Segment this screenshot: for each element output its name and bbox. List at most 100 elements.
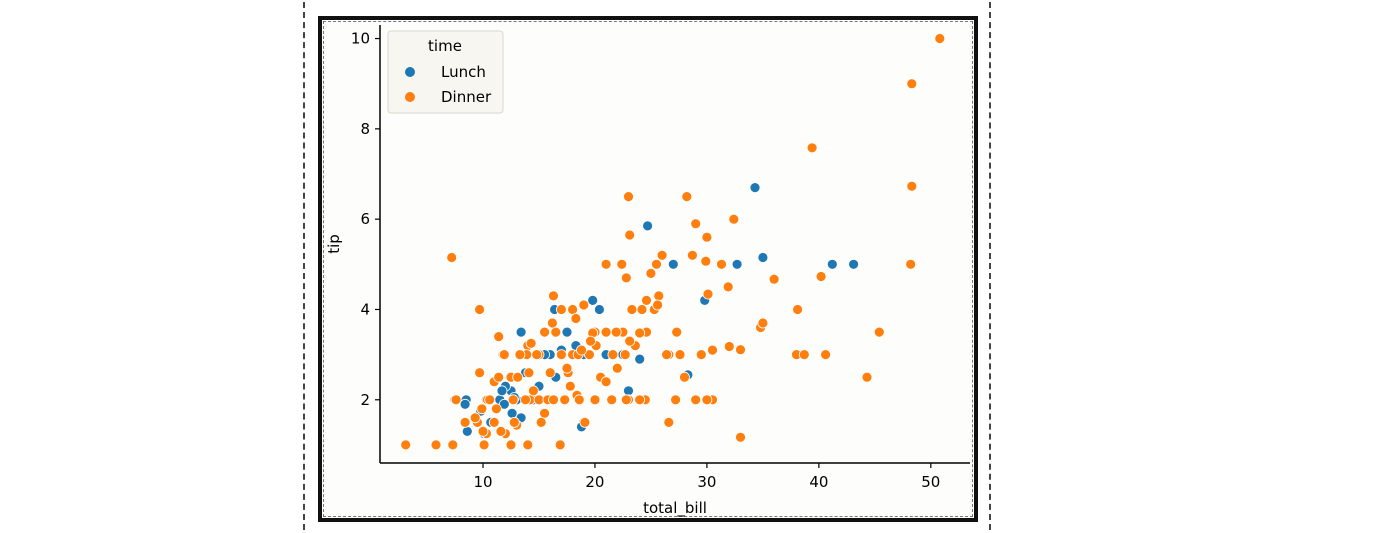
- point-dinner: [700, 255, 712, 267]
- point-dinner: [820, 349, 831, 361]
- point-dinner: [528, 385, 539, 397]
- point-dinner: [469, 412, 481, 424]
- legend-label-lunch: Lunch: [441, 63, 486, 81]
- point-dinner: [600, 376, 612, 388]
- axes: [379, 25, 970, 464]
- point-dinner: [525, 337, 537, 349]
- point-dinner: [906, 180, 918, 192]
- point-dinner: [611, 362, 623, 374]
- point-dinner: [570, 313, 582, 324]
- point-dinner: [600, 258, 612, 270]
- point-dinner: [663, 416, 675, 428]
- point-dinner: [400, 439, 412, 451]
- point-dinner: [600, 326, 612, 338]
- points-layer: [400, 33, 946, 451]
- point-dinner: [512, 371, 524, 383]
- point-lunch: [506, 407, 518, 419]
- point-dinner: [498, 349, 510, 361]
- point-dinner: [548, 290, 559, 302]
- point-dinner: [701, 231, 713, 243]
- point-dinner: [861, 371, 873, 383]
- point-dinner: [477, 425, 489, 437]
- point-dinner: [606, 394, 618, 406]
- point-dinner: [610, 326, 622, 338]
- point-lunch: [634, 353, 646, 365]
- point-lunch: [459, 398, 471, 410]
- point-dinner: [695, 349, 707, 361]
- y-ticks: 2 4 6 8 10: [351, 30, 380, 409]
- point-dinner: [873, 326, 885, 338]
- point-dinner: [798, 349, 810, 361]
- point-dinner: [616, 258, 628, 270]
- legend-label-dinner: Dinner: [441, 88, 492, 106]
- point-dinner: [661, 349, 672, 361]
- point-dinner: [493, 331, 505, 343]
- point-dinner: [634, 394, 646, 406]
- point-dinner: [495, 425, 507, 437]
- point-dinner: [624, 229, 636, 241]
- point-dinner: [484, 394, 496, 406]
- point-lunch: [757, 252, 769, 263]
- point-dinner: [556, 304, 567, 315]
- point-dinner: [561, 362, 573, 374]
- legend: time Lunch Dinner: [387, 30, 504, 114]
- point-dinner: [589, 394, 601, 406]
- outer-page-frame: [303, 2, 991, 530]
- point-dinner: [620, 394, 632, 406]
- point-dinner: [459, 416, 471, 428]
- point-dinner: [768, 273, 780, 285]
- point-dinner: [716, 258, 727, 270]
- point-dinner: [450, 394, 462, 406]
- point-dinner: [579, 416, 591, 428]
- point-dinner: [548, 394, 559, 406]
- point-dinner: [550, 326, 562, 338]
- point-dinner: [547, 317, 558, 329]
- point-dinner: [474, 367, 486, 379]
- point-lunch: [826, 258, 838, 270]
- point-dinner: [792, 304, 803, 315]
- point-dinner: [728, 213, 740, 225]
- legend-marker-dinner: [405, 92, 415, 102]
- point-dinner: [645, 267, 657, 279]
- y-tick-label: 2: [360, 391, 370, 409]
- point-dinner: [626, 304, 638, 315]
- point-dinner: [707, 344, 718, 356]
- point-dinner: [934, 33, 946, 44]
- y-tick-label: 4: [360, 300, 370, 318]
- point-lunch: [623, 385, 634, 397]
- point-dinner: [559, 394, 571, 406]
- point-dinner: [623, 191, 634, 203]
- point-dinner: [624, 335, 636, 347]
- point-dinner: [585, 335, 596, 347]
- point-dinner: [514, 349, 526, 361]
- point-dinner: [905, 258, 917, 270]
- point-dinner: [674, 349, 686, 361]
- x-axis-label: total_bill: [643, 499, 707, 518]
- point-dinner: [522, 439, 534, 451]
- point-lunch: [667, 258, 679, 270]
- point-dinner: [679, 371, 690, 383]
- x-tick-label: 20: [585, 473, 604, 491]
- x-tick-label: 30: [697, 473, 716, 491]
- point-dinner: [430, 439, 442, 451]
- point-dinner: [493, 371, 505, 383]
- point-dinner: [806, 142, 818, 154]
- point-lunch: [749, 182, 761, 194]
- point-dinner: [735, 344, 746, 356]
- legend-marker-lunch: [405, 67, 415, 77]
- point-dinner: [488, 416, 500, 428]
- point-dinner: [446, 252, 458, 263]
- point-dinner: [523, 367, 535, 379]
- point-lunch: [515, 326, 527, 338]
- x-tick-label: 10: [473, 473, 492, 491]
- point-dinner: [607, 349, 619, 361]
- point-dinner: [735, 431, 746, 443]
- point-dinner: [636, 304, 648, 315]
- point-dinner: [556, 349, 567, 361]
- point-lunch: [642, 220, 653, 232]
- point-dinner: [687, 249, 698, 261]
- point-dinner: [701, 394, 713, 406]
- point-dinner: [544, 367, 556, 379]
- y-tick-label: 6: [360, 210, 370, 228]
